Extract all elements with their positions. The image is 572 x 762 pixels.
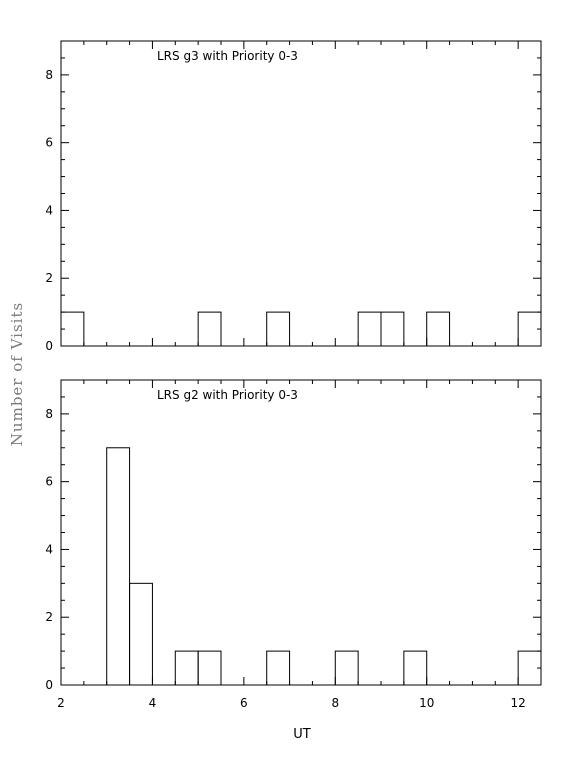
bottom-y-tick-label: 8 [45, 407, 53, 421]
bottom-y-tick-label: 4 [45, 542, 53, 556]
bottom-histogram-bar [334, 650, 359, 686]
top-plot-frame [60, 40, 542, 347]
bottom-x-tick-label: 2 [57, 696, 65, 710]
bottom-x-tick-label: 4 [149, 696, 157, 710]
bottom-y-tick-label: 2 [45, 610, 53, 624]
top-histogram-bar [517, 311, 542, 347]
bottom-x-tick-label: 10 [419, 696, 434, 710]
top-y-tick-label: 2 [45, 271, 53, 285]
top-panel: 0 2 4 6 8 LRS g3 with Priority 0-3 [45, 40, 542, 353]
bottom-histogram-bar [266, 650, 291, 686]
top-y-tick-label: 8 [45, 68, 53, 82]
bottom-panel-title: LRS g2 with Priority 0-3 [157, 388, 298, 402]
bottom-histogram-bar [197, 650, 222, 686]
bottom-plot-frame [60, 379, 542, 686]
top-histogram-bar [266, 311, 291, 347]
top-y-tick-label: 4 [45, 203, 53, 217]
bottom-histogram-bar [403, 650, 428, 686]
bottom-histogram-bar [106, 447, 131, 686]
bottom-histogram-bar [517, 650, 542, 686]
x-axis-label: UT [293, 727, 311, 742]
top-histogram-bar [357, 311, 382, 347]
bottom-histogram-bar [174, 650, 199, 686]
bottom-x-tick-label: 12 [511, 696, 526, 710]
top-histogram-bar [426, 311, 451, 347]
top-histogram-bar [197, 311, 222, 347]
y-axis-label: Number of Visits [8, 302, 26, 446]
top-y-tick-label: 6 [45, 136, 53, 150]
top-y-tick-label: 0 [45, 339, 53, 353]
bottom-histogram-bar [129, 582, 153, 686]
bottom-y-tick-label: 6 [45, 475, 53, 489]
bottom-y-tick-label: 0 [45, 678, 53, 692]
top-panel-title: LRS g3 with Priority 0-3 [157, 49, 298, 63]
top-histogram-bar [380, 311, 405, 347]
bottom-x-tick-label: 8 [331, 696, 339, 710]
bottom-x-tick-label: 6 [240, 696, 248, 710]
top-histogram-bar [60, 311, 85, 347]
